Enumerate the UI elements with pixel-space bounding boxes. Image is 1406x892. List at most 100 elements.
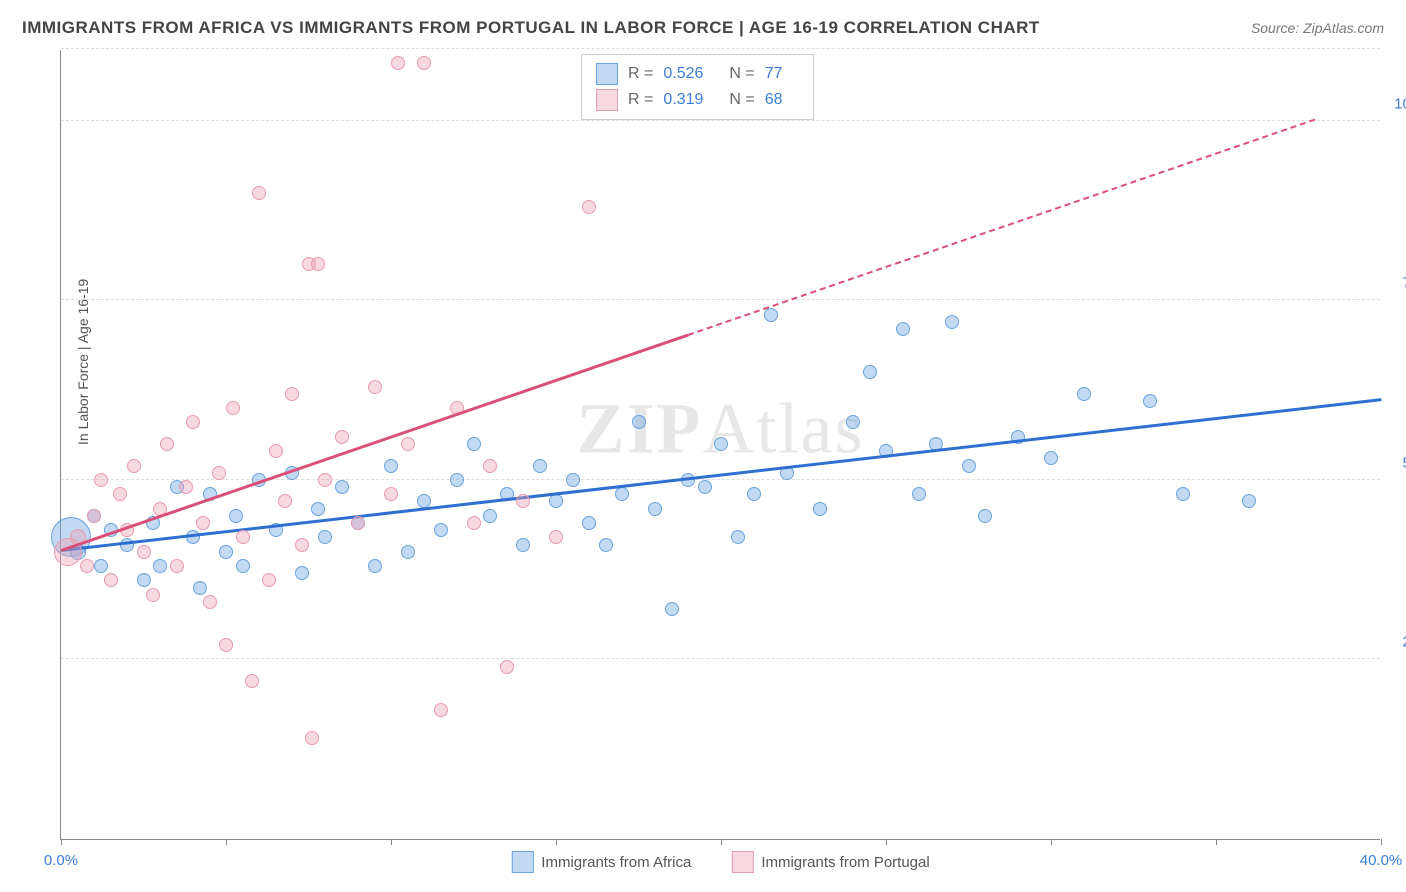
data-point (648, 502, 662, 516)
data-point (665, 602, 679, 616)
stat-r-value: 0.526 (663, 65, 703, 83)
data-point (368, 559, 382, 573)
data-point (153, 559, 167, 573)
data-point (846, 415, 860, 429)
data-point (94, 559, 108, 573)
swatch-icon (511, 851, 533, 873)
data-point (434, 703, 448, 717)
data-point (516, 538, 530, 552)
data-point (245, 674, 259, 688)
data-point (1143, 394, 1157, 408)
swatch-icon (731, 851, 753, 873)
data-point (698, 480, 712, 494)
data-point (747, 487, 761, 501)
data-point (160, 437, 174, 451)
data-point (104, 573, 118, 587)
data-point (252, 186, 266, 200)
data-point (335, 480, 349, 494)
data-point (401, 545, 415, 559)
data-point (285, 387, 299, 401)
source-label: Source: ZipAtlas.com (1251, 20, 1384, 36)
data-point (186, 415, 200, 429)
legend-item: Immigrants from Portugal (731, 851, 929, 873)
chart-plot-area: In Labor Force | Age 16-19 ZIPAtlas R = … (60, 50, 1380, 840)
data-point (764, 308, 778, 322)
data-point (1242, 494, 1256, 508)
legend-label: Immigrants from Africa (541, 854, 691, 871)
data-point (582, 200, 596, 214)
data-point (311, 257, 325, 271)
stat-n-label: N = (729, 91, 754, 109)
data-point (813, 502, 827, 516)
data-point (87, 509, 101, 523)
data-point (146, 588, 160, 602)
data-point (137, 545, 151, 559)
data-point (391, 56, 405, 70)
data-point (226, 401, 240, 415)
x-tick (1051, 839, 1052, 845)
stat-r-label: R = (628, 91, 653, 109)
data-point (863, 365, 877, 379)
data-point (335, 430, 349, 444)
data-point (582, 516, 596, 530)
legend-label: Immigrants from Portugal (761, 854, 929, 871)
gridline (61, 120, 1380, 121)
data-point (80, 559, 94, 573)
data-point (262, 573, 276, 587)
data-point (401, 437, 415, 451)
data-point (203, 595, 217, 609)
data-point (318, 473, 332, 487)
data-point (295, 538, 309, 552)
data-point (566, 473, 580, 487)
swatch-icon (596, 63, 618, 85)
data-point (137, 573, 151, 587)
data-point (384, 459, 398, 473)
data-point (193, 581, 207, 595)
data-point (278, 494, 292, 508)
stats-row: R = 0.526N = 77 (596, 61, 799, 87)
data-point (94, 473, 108, 487)
y-tick-label: 100.0% (1394, 95, 1406, 112)
stat-n-label: N = (729, 65, 754, 83)
data-point (516, 494, 530, 508)
data-point (120, 538, 134, 552)
data-point (549, 494, 563, 508)
data-point (351, 516, 365, 530)
data-point (978, 509, 992, 523)
data-point (1077, 387, 1091, 401)
data-point (615, 487, 629, 501)
stat-r-value: 0.319 (663, 91, 703, 109)
data-point (450, 473, 464, 487)
data-point (236, 559, 250, 573)
swatch-icon (596, 89, 618, 111)
data-point (434, 523, 448, 537)
data-point (196, 516, 210, 530)
x-tick (61, 839, 62, 845)
data-point (384, 487, 398, 501)
data-point (113, 487, 127, 501)
data-point (170, 559, 184, 573)
x-tick (1381, 839, 1382, 845)
data-point (483, 509, 497, 523)
data-point (731, 530, 745, 544)
x-tick (556, 839, 557, 845)
trend-line (688, 119, 1316, 336)
data-point (945, 315, 959, 329)
data-point (318, 530, 332, 544)
x-tick (886, 839, 887, 845)
y-axis-label: In Labor Force | Age 16-19 (75, 278, 91, 444)
data-point (632, 415, 646, 429)
y-tick-label: 50.0% (1402, 454, 1406, 471)
data-point (417, 56, 431, 70)
x-tick (226, 839, 227, 845)
data-point (714, 437, 728, 451)
data-point (1044, 451, 1058, 465)
stats-row: R = 0.319 N = 68 (596, 87, 799, 113)
data-point (483, 459, 497, 473)
data-point (896, 322, 910, 336)
stat-n-value: 77 (765, 65, 783, 83)
data-point (269, 444, 283, 458)
data-point (549, 530, 563, 544)
data-point (219, 638, 233, 652)
stat-n-value: 68 (765, 91, 783, 109)
